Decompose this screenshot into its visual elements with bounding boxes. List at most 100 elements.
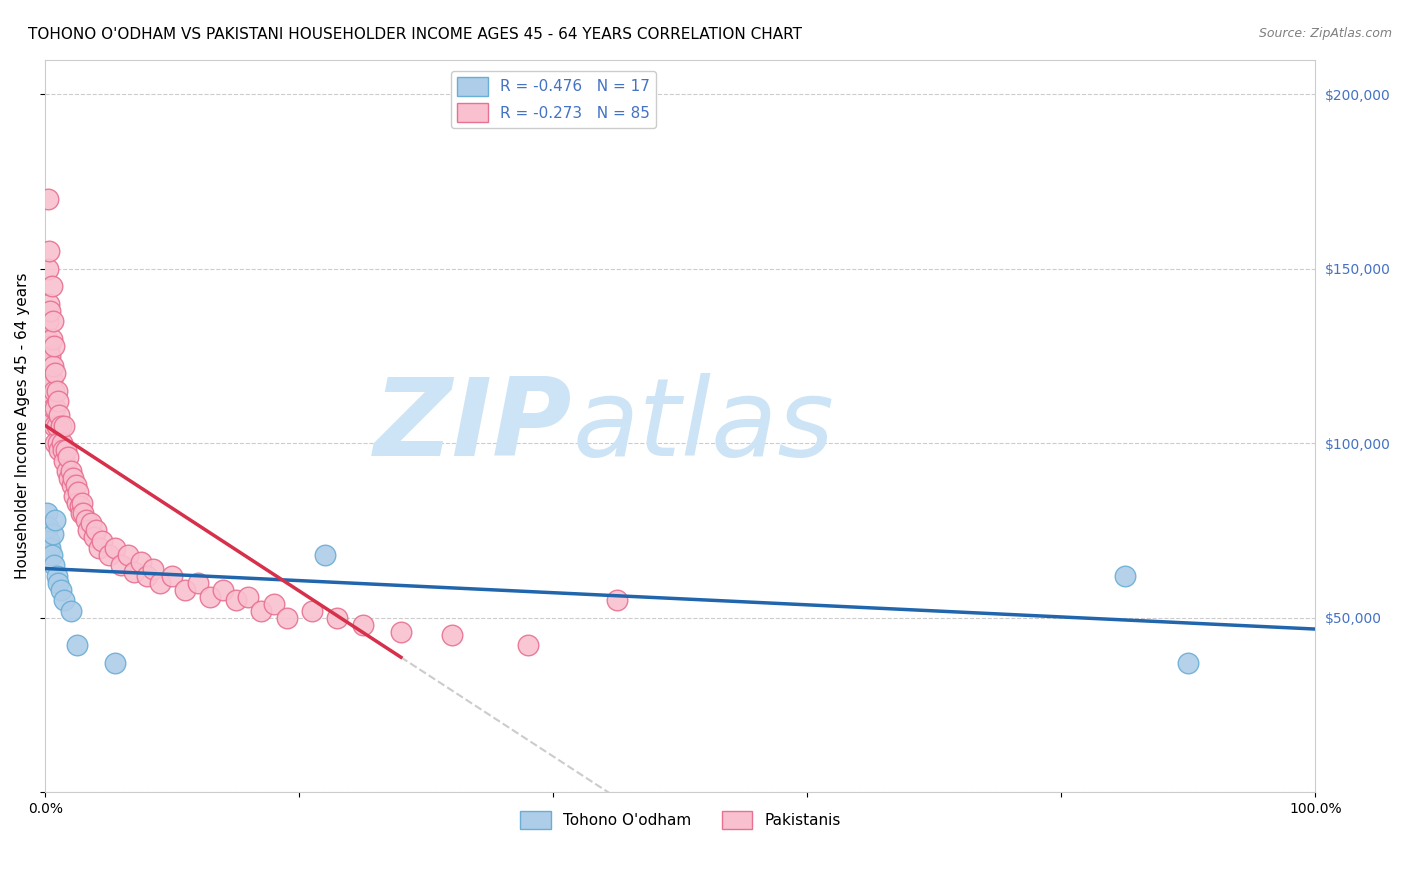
Point — [42, 359, 65, 374]
Point — [606, 593, 628, 607]
Point — [110, 558, 132, 573]
Point — [225, 593, 247, 607]
Point — [67, 485, 90, 500]
Point — [80, 516, 103, 531]
Point — [65, 478, 87, 492]
Point — [38, 374, 60, 388]
Point — [45, 568, 67, 582]
Point — [44, 401, 66, 416]
Point — [39, 303, 62, 318]
Point — [70, 495, 93, 509]
Point — [1177, 656, 1199, 670]
Point — [84, 524, 107, 538]
Point — [42, 401, 65, 416]
Point — [104, 541, 127, 555]
Point — [69, 506, 91, 520]
Text: TOHONO O'ODHAM VS PAKISTANI HOUSEHOLDER INCOME AGES 45 - 64 YEARS CORRELATION CH: TOHONO O'ODHAM VS PAKISTANI HOUSEHOLDER … — [28, 27, 801, 42]
Point — [440, 628, 463, 642]
Point — [142, 562, 165, 576]
Point — [48, 443, 70, 458]
Point — [212, 582, 235, 597]
Point — [35, 506, 58, 520]
Point — [37, 520, 59, 534]
Point — [53, 418, 76, 433]
Point — [45, 384, 67, 398]
Point — [60, 478, 83, 492]
Point — [38, 244, 60, 259]
Point — [135, 568, 157, 582]
Point — [42, 527, 65, 541]
Point — [41, 279, 63, 293]
Point — [37, 314, 59, 328]
Point — [389, 624, 412, 639]
Point — [35, 332, 58, 346]
Point — [41, 548, 63, 562]
Point — [59, 464, 82, 478]
Point — [174, 582, 197, 597]
Point — [41, 409, 63, 423]
Point — [62, 471, 84, 485]
Point — [97, 548, 120, 562]
Point — [48, 409, 70, 423]
Point — [38, 296, 60, 310]
Point — [38, 338, 60, 352]
Point — [51, 436, 73, 450]
Point — [238, 590, 260, 604]
Point — [263, 597, 285, 611]
Point — [69, 499, 91, 513]
Point — [44, 367, 66, 381]
Point — [187, 575, 209, 590]
Point — [44, 418, 66, 433]
Point — [250, 604, 273, 618]
Point — [35, 374, 58, 388]
Text: atlas: atlas — [572, 373, 834, 478]
Point — [200, 590, 222, 604]
Text: Source: ZipAtlas.com: Source: ZipAtlas.com — [1258, 27, 1392, 40]
Point — [42, 314, 65, 328]
Point — [129, 555, 152, 569]
Point — [301, 604, 323, 618]
Point — [45, 418, 67, 433]
Point — [516, 639, 538, 653]
Point — [66, 495, 89, 509]
Point — [352, 617, 374, 632]
Point — [49, 418, 72, 433]
Point — [314, 548, 336, 562]
Point — [276, 610, 298, 624]
Point — [37, 192, 59, 206]
Text: ZIP: ZIP — [374, 373, 572, 479]
Point — [59, 604, 82, 618]
Point — [117, 548, 139, 562]
Point — [39, 394, 62, 409]
Point — [44, 384, 66, 398]
Point — [52, 443, 75, 458]
Point — [162, 568, 184, 582]
Point — [46, 436, 69, 450]
Point — [63, 489, 86, 503]
Point — [56, 464, 79, 478]
Legend: Tohono O'odham, Pakistanis: Tohono O'odham, Pakistanis — [513, 805, 846, 836]
Point — [87, 541, 110, 555]
Point — [35, 412, 58, 426]
Point — [83, 530, 105, 544]
Point — [37, 261, 59, 276]
Point — [53, 453, 76, 467]
Point — [44, 436, 66, 450]
Point — [39, 541, 62, 555]
Point — [44, 558, 66, 573]
Point — [91, 533, 114, 548]
Point — [46, 575, 69, 590]
Point — [38, 533, 60, 548]
Point — [39, 349, 62, 363]
Point — [41, 374, 63, 388]
Point — [122, 566, 145, 580]
Point — [49, 582, 72, 597]
Point — [41, 332, 63, 346]
Point — [77, 524, 100, 538]
Point — [53, 593, 76, 607]
Point — [75, 513, 97, 527]
Point — [44, 338, 66, 352]
Point — [46, 394, 69, 409]
Point — [66, 639, 89, 653]
Point — [104, 656, 127, 670]
